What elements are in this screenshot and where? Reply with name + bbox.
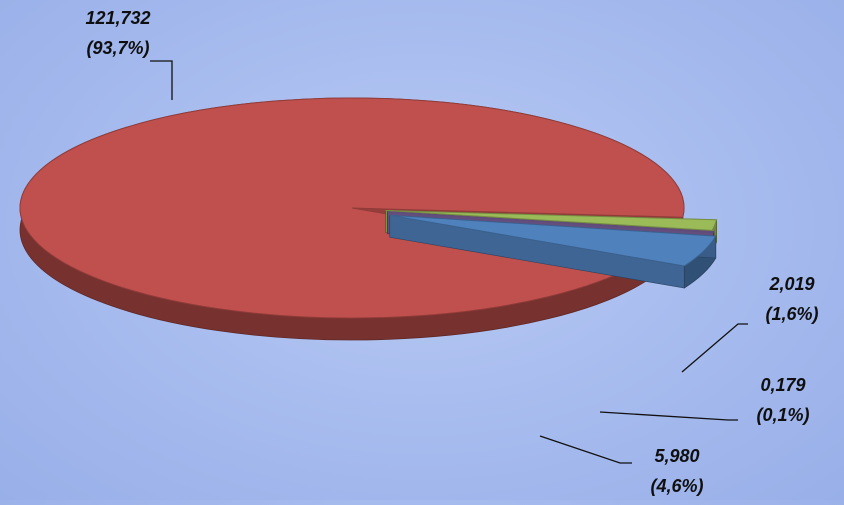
leader-line-4 — [539, 435, 632, 464]
pie-slice-4 — [389, 214, 717, 289]
slice-percent-label-4: (4,6%) — [650, 476, 703, 496]
labels-layer: 121,732 (93,7%) 2,019 (1,6%) 0,179 (0,1%) 5,98… — [85, 8, 818, 496]
slice-percent-label-2: (1,6%) — [765, 304, 818, 324]
leader-line-1 — [150, 60, 173, 100]
slice-value-label-3: 0,179 — [760, 375, 805, 395]
leader-line-2 — [681, 323, 748, 373]
slice-value-label-1: 121,732 — [85, 8, 150, 28]
slice-percent-label-3: (0,1%) — [756, 405, 809, 425]
leader-lines-layer — [150, 60, 748, 464]
slice-value-label-2: 2,019 — [768, 274, 814, 294]
leader-line-3 — [599, 411, 738, 421]
slice-percent-label-1: (93,7%) — [86, 38, 149, 58]
slice-value-label-4: 5,980 — [654, 446, 699, 466]
slices-layer — [19, 97, 718, 341]
